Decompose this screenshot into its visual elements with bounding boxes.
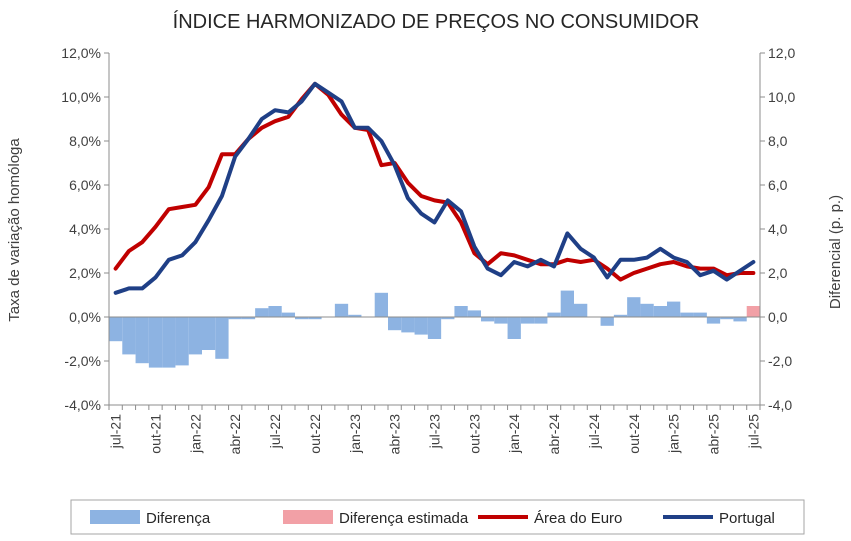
- bar-diferença-ago-22: [281, 312, 295, 317]
- x-tick-label-jan-24: jan-24: [506, 414, 522, 454]
- x-tick-label-out-24: out-24: [626, 414, 642, 454]
- bar-diferença-abr-25: [706, 317, 721, 324]
- bar-diferença-jan-25: [667, 301, 681, 317]
- bar-diferença-fev-25: [680, 312, 694, 317]
- x-tick-label-jul-22: jul-22: [267, 414, 283, 449]
- y-tick-right-label: 2,0: [768, 265, 788, 281]
- x-tick-label-jul-21: jul-21: [108, 414, 124, 449]
- x-tick-label-out-21: out-21: [148, 414, 164, 454]
- y-tick-left-label: 10,0%: [61, 89, 101, 105]
- y-tick-right-label: 8,0: [768, 133, 788, 149]
- bar-diferença-abr-24: [547, 312, 561, 317]
- bar-diferença-abr-22: [228, 317, 242, 320]
- bar-diferença-mai-25: [720, 317, 734, 320]
- x-tick-label-jan-23: jan-23: [347, 414, 363, 454]
- y-tick-left-label: 8,0%: [69, 133, 101, 149]
- x-tick-label-jul-24: jul-24: [586, 414, 602, 449]
- y-tick-left-label: -4,0%: [64, 397, 101, 413]
- bar-diferença-jun-25: [733, 317, 747, 322]
- x-tick-label-out-23: out-23: [466, 414, 482, 454]
- y-axis-left-title: Taxa de variação homóloga: [6, 138, 23, 322]
- bar-diferença-jan-22: [188, 317, 202, 355]
- bar-diferença-jun-22: [255, 308, 269, 317]
- bar-diferença-mar-24: [534, 317, 548, 324]
- bar-diferença-jul-23: [427, 317, 442, 339]
- bar-diferença-dez-21: [175, 317, 189, 366]
- legend-swatch-diferença-estimada: [283, 510, 333, 524]
- bar-diferença-set-21: [135, 317, 149, 364]
- y-tick-left-label: 0,0%: [69, 309, 101, 325]
- bar-diferença-mai-23: [401, 317, 415, 333]
- y-tick-right-label: -4,0: [768, 397, 792, 413]
- bar-diferença-out-22: [308, 317, 322, 320]
- bar-diferença-out-21: [148, 317, 163, 368]
- bar-diferença-mai-22: [241, 317, 256, 320]
- y-tick-left-label: 12,0%: [61, 45, 101, 61]
- bar-diferença-jan-24: [507, 317, 521, 339]
- bar-diferença-jun-23: [414, 317, 428, 335]
- bar-diferença-jul-21: [109, 317, 123, 342]
- x-tick-label-jul-23: jul-23: [427, 414, 443, 449]
- bar-diferença-nov-23: [481, 317, 495, 322]
- y-tick-left-label: 4,0%: [69, 221, 101, 237]
- y-tick-right-label: 4,0: [768, 221, 788, 237]
- bar-diferença-mar-25: [693, 312, 707, 317]
- legend-label-portugal: Portugal: [719, 510, 775, 527]
- x-tick-label-jan-25: jan-25: [666, 414, 682, 454]
- legend-label-diferença-estimada: Diferença estimada: [339, 510, 469, 527]
- x-tick-label-jul-25: jul-25: [745, 414, 761, 449]
- chart-title: ÍNDICE HARMONIZADO DE PREÇOS NO CONSUMID…: [173, 10, 700, 33]
- line-área-do-euro: [113, 81, 756, 282]
- x-tick-label-out-22: out-22: [307, 414, 323, 454]
- bar-diferença-estimada-jul-25: [746, 306, 760, 317]
- bar-diferença-jun-24: [574, 303, 588, 317]
- legend-swatch-diferença: [90, 510, 140, 524]
- bar-diferença-ago-24: [600, 317, 614, 326]
- bar-diferença-set-23: [454, 306, 468, 317]
- bar-diferença-dez-22: [334, 303, 349, 317]
- y-axis-right-title: Diferencial (p. p.): [827, 195, 844, 309]
- bar-diferença-set-22: [295, 317, 309, 320]
- bar-diferença-fev-24: [520, 317, 535, 324]
- bar-diferença-mar-22: [215, 317, 229, 359]
- bar-diferença-dez-24: [653, 306, 667, 317]
- bar-diferença-nov-24: [640, 303, 654, 317]
- x-tick-label-abr-22: abr-22: [227, 414, 243, 455]
- bar-diferença-out-23: [467, 310, 481, 317]
- bar-diferença-ago-23: [441, 317, 455, 320]
- bar-diferença-ago-21: [122, 317, 136, 355]
- y-tick-right-label: 12,0: [768, 45, 795, 61]
- x-tick-label-jan-22: jan-22: [187, 414, 203, 454]
- bar-diferença-jul-22: [268, 306, 282, 317]
- line-portugal: [113, 81, 756, 295]
- x-tick-label-abr-23: abr-23: [387, 414, 403, 455]
- bar-diferença-fev-22: [202, 317, 216, 350]
- y-tick-right-label: 10,0: [768, 89, 795, 105]
- legend: Diferença Diferença estimada Área do Euro P…: [70, 499, 805, 535]
- y-tick-left-label: 2,0%: [69, 265, 101, 281]
- bar-diferença-dez-23: [494, 317, 508, 324]
- bar-diferença-nov-21: [162, 317, 176, 368]
- legend-label-diferença: Diferença: [146, 510, 211, 527]
- legend-label-área-do-euro: Área do Euro: [534, 510, 622, 527]
- bar-diferença-out-24: [627, 297, 641, 317]
- bar-diferença-set-24: [613, 314, 628, 317]
- bar-diferença-mar-23: [374, 292, 388, 317]
- y-tick-right-label: 0,0: [768, 309, 788, 325]
- y-tick-right-label: 6,0: [768, 177, 788, 193]
- x-tick-label-abr-25: abr-25: [706, 414, 722, 455]
- bar-diferença-jan-23: [348, 314, 362, 317]
- bar-diferença-abr-23: [388, 317, 402, 331]
- x-tick-label-abr-24: abr-24: [546, 414, 562, 455]
- bar-diferença-mai-24: [560, 290, 574, 317]
- y-tick-left-label: 6,0%: [69, 177, 101, 193]
- y-tick-left-label: -2,0%: [64, 353, 101, 369]
- y-tick-right-label: -2,0: [768, 353, 792, 369]
